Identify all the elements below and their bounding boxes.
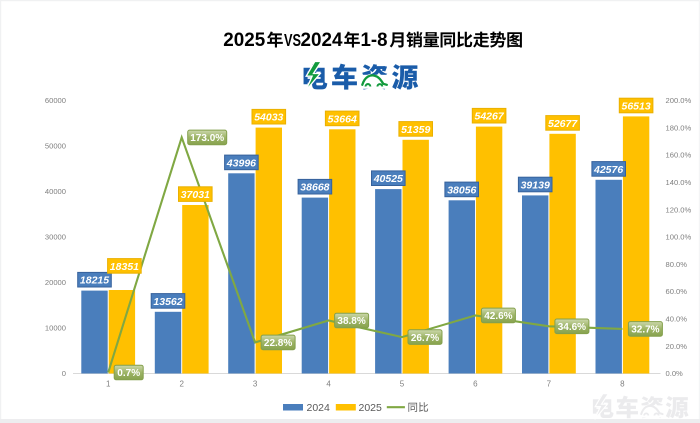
svg-text:1: 1 [106,380,111,389]
svg-text:30000: 30000 [45,233,66,242]
svg-text:60000: 60000 [45,96,66,105]
svg-text:52677: 52677 [548,118,578,130]
svg-text:2024: 2024 [301,30,343,51]
svg-text:200.0%: 200.0% [666,96,692,105]
svg-text:0.0%: 0.0% [666,369,684,378]
svg-text:39139: 39139 [521,179,550,191]
svg-text:80.0%: 80.0% [666,260,688,269]
svg-text:10000: 10000 [45,324,66,333]
svg-text:160.0%: 160.0% [666,151,692,160]
svg-text:120.0%: 120.0% [666,205,692,214]
svg-text:42576: 42576 [593,164,623,176]
svg-text:2024: 2024 [307,402,331,414]
svg-text:54033: 54033 [254,112,283,124]
svg-text:2: 2 [179,380,184,389]
svg-text:38056: 38056 [447,184,476,196]
svg-text:56513: 56513 [621,100,650,112]
svg-text:40525: 40525 [373,173,403,185]
svg-text:8: 8 [620,380,625,389]
svg-text:173.0%: 173.0% [190,133,224,144]
svg-text:22.8%: 22.8% [264,338,292,349]
svg-text:54267: 54267 [474,111,504,123]
svg-text:51359: 51359 [401,124,430,136]
svg-text:50000: 50000 [45,142,66,151]
svg-text:43996: 43996 [226,157,256,169]
svg-text:3: 3 [253,380,258,389]
svg-text:42.6%: 42.6% [484,311,512,322]
svg-text:60.0%: 60.0% [666,287,688,296]
svg-text:100.0%: 100.0% [666,233,692,242]
svg-text:0: 0 [62,369,66,378]
svg-text:37031: 37031 [181,189,210,201]
svg-text:38668: 38668 [300,182,329,194]
svg-text:20000: 20000 [45,278,66,287]
svg-text:40.0%: 40.0% [666,315,688,324]
svg-text:20.0%: 20.0% [666,342,688,351]
svg-text:6: 6 [473,380,478,389]
svg-text:4: 4 [326,380,331,389]
svg-text:18351: 18351 [110,261,139,273]
svg-text:40000: 40000 [45,187,66,196]
svg-text:34.6%: 34.6% [558,322,586,333]
svg-text:53664: 53664 [328,113,357,125]
svg-text:140.0%: 140.0% [666,178,692,187]
svg-text:38.8%: 38.8% [337,316,365,327]
svg-text:1-8: 1-8 [361,30,388,51]
svg-text:13562: 13562 [153,296,182,308]
svg-text:2025: 2025 [359,402,383,414]
svg-text:5: 5 [400,380,405,389]
svg-text:7: 7 [547,380,552,389]
svg-text:0.7%: 0.7% [117,368,140,379]
svg-text:32.7%: 32.7% [631,325,659,336]
svg-text:180.0%: 180.0% [666,123,692,132]
svg-text:2025: 2025 [223,30,265,51]
svg-text:VS: VS [284,30,301,50]
svg-text:18215: 18215 [80,275,109,287]
svg-text:26.7%: 26.7% [411,333,439,344]
